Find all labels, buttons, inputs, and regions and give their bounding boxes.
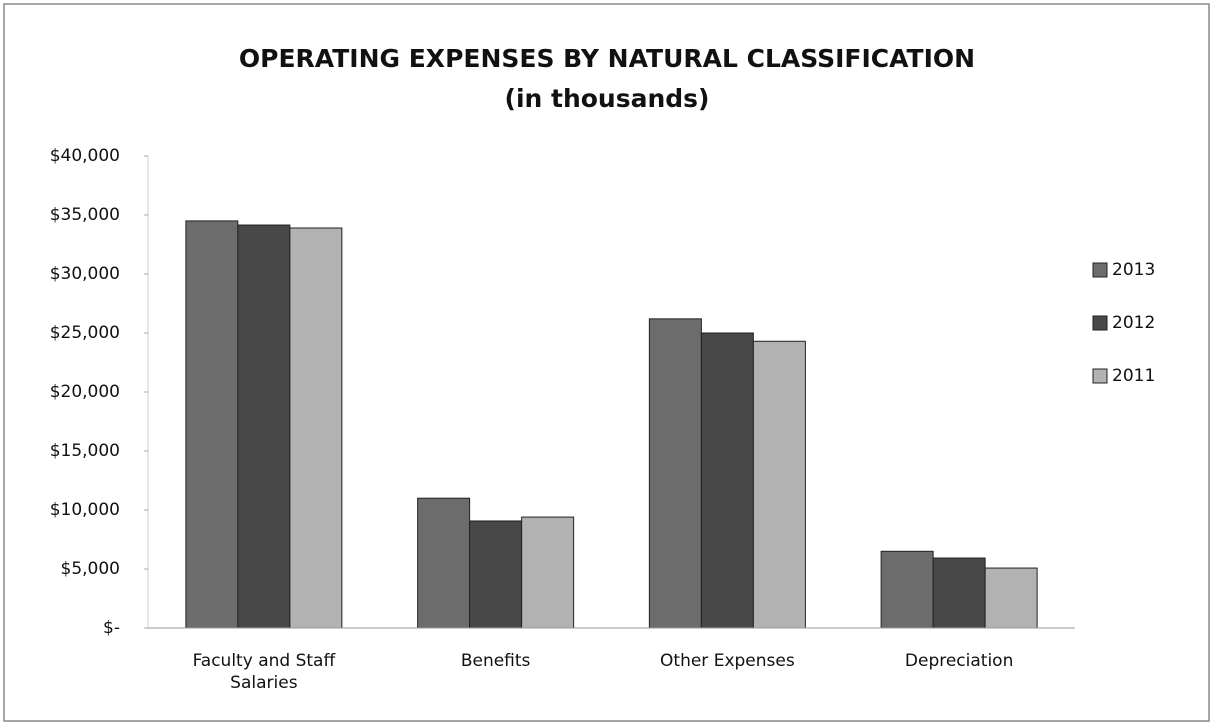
legend-label: 2011 xyxy=(1112,366,1155,386)
bar xyxy=(237,224,291,629)
bar xyxy=(932,557,986,629)
chart-subtitle: (in thousands) xyxy=(505,84,710,113)
x-tick-label: Faculty and Staff Salaries xyxy=(192,651,336,693)
bar xyxy=(521,516,575,629)
y-tick-label: $15,000 xyxy=(50,441,120,461)
legend-swatch xyxy=(1092,262,1108,278)
y-tick-label: $20,000 xyxy=(50,382,120,402)
legend-swatch xyxy=(1092,315,1108,331)
bar xyxy=(417,497,471,629)
y-tick-label: $40,000 xyxy=(50,146,120,166)
bar xyxy=(185,220,239,629)
y-tick-label: $10,000 xyxy=(50,500,120,520)
y-tick-label: $- xyxy=(103,618,120,638)
bar xyxy=(700,332,754,629)
x-tick-label: Benefits xyxy=(460,651,531,671)
y-tick-label: $25,000 xyxy=(50,323,120,343)
x-tick-label: Depreciation xyxy=(904,651,1014,671)
legend-swatch xyxy=(1092,368,1108,384)
bar xyxy=(648,318,702,629)
legend-label: 2013 xyxy=(1112,260,1155,280)
legend-label: 2012 xyxy=(1112,313,1155,333)
bar xyxy=(752,340,806,629)
bar xyxy=(984,567,1038,629)
y-tick-label: $30,000 xyxy=(50,264,120,284)
y-tick-label: $5,000 xyxy=(61,559,120,579)
x-tick-label: Other Expenses xyxy=(660,651,795,671)
bar xyxy=(469,520,523,629)
chart-frame xyxy=(3,3,1210,722)
bar xyxy=(289,227,343,629)
bar xyxy=(880,550,934,629)
chart-title: OPERATING EXPENSES BY NATURAL CLASSIFICA… xyxy=(239,44,975,73)
y-tick-label: $35,000 xyxy=(50,205,120,225)
